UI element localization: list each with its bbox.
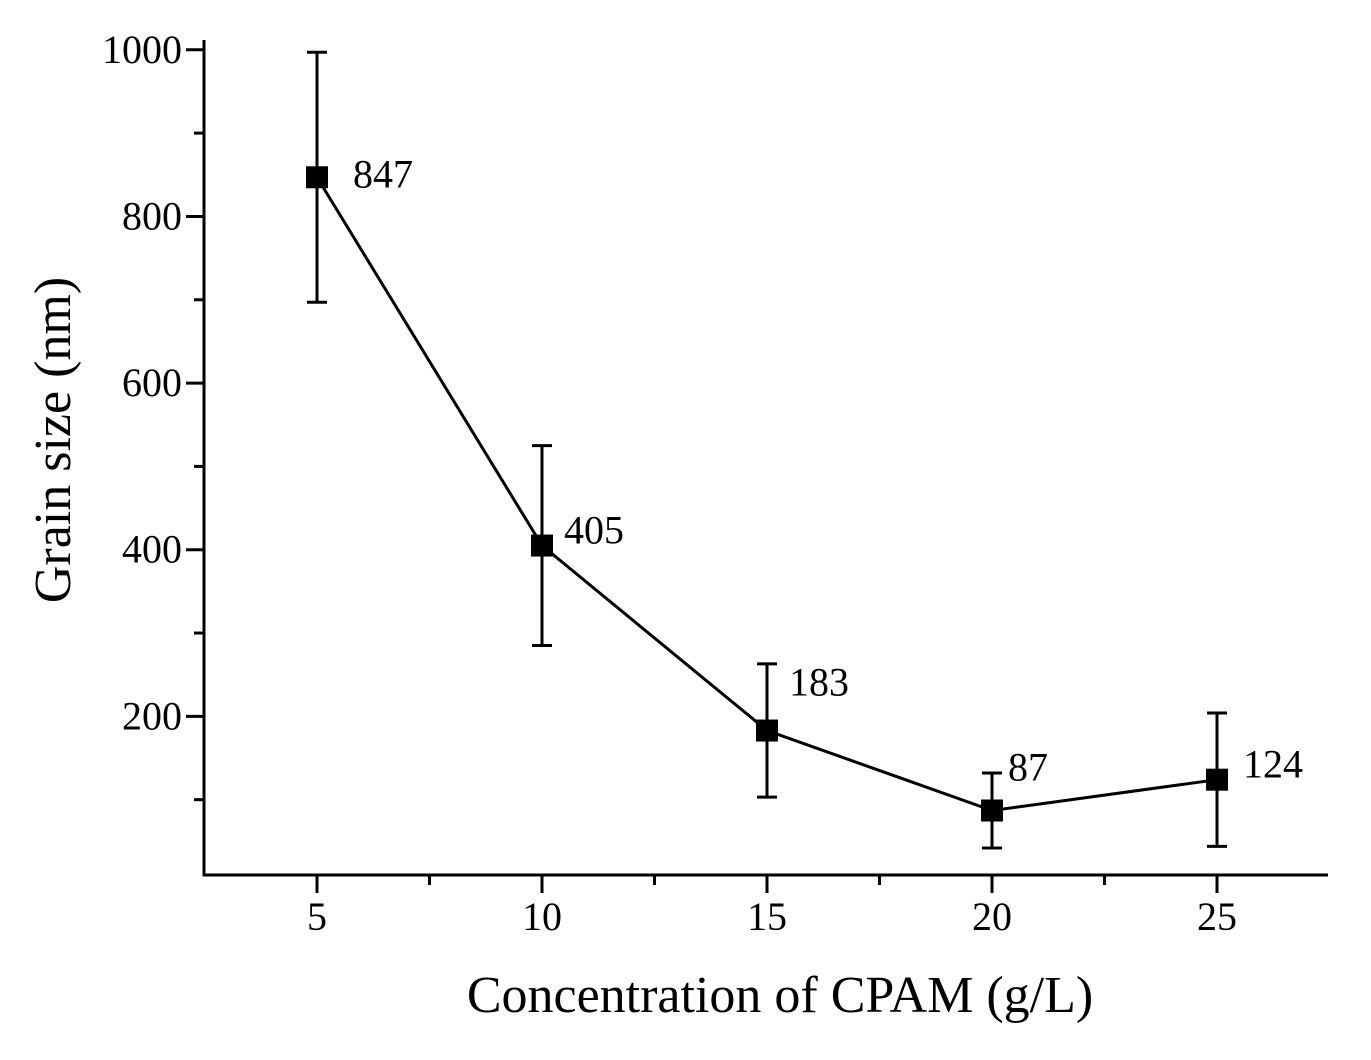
y-tick-label: 200 xyxy=(122,693,182,738)
data-point-marker xyxy=(1206,768,1228,791)
y-tick-label: 1000 xyxy=(102,27,182,72)
data-label: 847 xyxy=(353,151,413,196)
x-tick-label: 25 xyxy=(1197,894,1237,939)
data-point-marker xyxy=(306,166,328,189)
x-axis-title: Concentration of CPAM (g/L) xyxy=(467,967,1093,1024)
data-point-marker xyxy=(531,534,553,557)
x-tick-label: 10 xyxy=(522,894,562,939)
data-point-marker xyxy=(756,719,778,742)
data-label: 87 xyxy=(1008,745,1048,790)
axis-ticks xyxy=(186,48,1219,893)
data-markers xyxy=(306,166,1228,822)
x-tick-label: 20 xyxy=(972,894,1012,939)
y-tick-label: 800 xyxy=(122,193,182,238)
data-label: 405 xyxy=(564,508,624,553)
axis-tick-labels: 5 10 15 20 25 200 400 600 800 1000 xyxy=(102,27,1237,939)
x-tick-label: 15 xyxy=(747,894,787,939)
data-label: 124 xyxy=(1243,742,1303,787)
data-labels: 847 405 183 87 124 xyxy=(353,151,1303,789)
data-label: 183 xyxy=(789,660,849,705)
y-axis-title: Grain size (nm) xyxy=(25,277,82,603)
y-tick-label: 400 xyxy=(122,527,182,572)
data-point-marker xyxy=(981,799,1003,822)
x-tick-label: 5 xyxy=(307,894,327,939)
y-tick-label: 600 xyxy=(122,360,182,405)
